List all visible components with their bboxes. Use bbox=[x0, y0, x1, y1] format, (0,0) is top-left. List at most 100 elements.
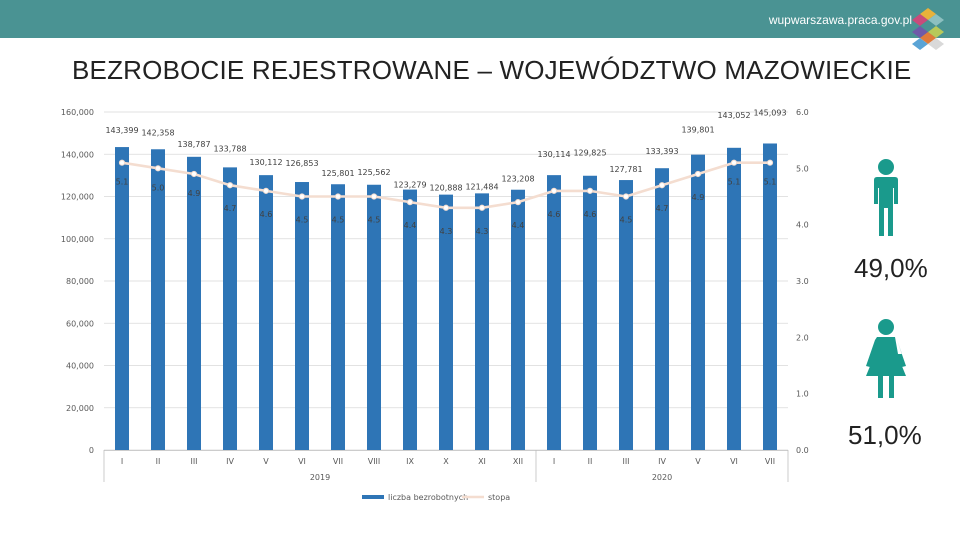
y-left-tick-label: 60,000 bbox=[66, 319, 94, 328]
rate-value-label: 4.5 bbox=[296, 216, 309, 225]
rate-point bbox=[658, 182, 666, 189]
bar-value-label: 133,788 bbox=[213, 144, 246, 153]
bar bbox=[115, 147, 129, 450]
bar-value-label: 121,484 bbox=[465, 182, 498, 191]
rate-value-label: 4.5 bbox=[620, 216, 633, 225]
rate-value-label: 4.4 bbox=[404, 221, 417, 230]
bar bbox=[619, 180, 633, 451]
bar-value-label: 125,801 bbox=[321, 169, 354, 178]
rate-point bbox=[406, 199, 414, 206]
bar-value-label: 126,853 bbox=[285, 159, 318, 168]
rate-point bbox=[586, 187, 594, 194]
y-right-tick-label: 4.0 bbox=[796, 221, 809, 230]
y-left-tick-label: 80,000 bbox=[66, 277, 94, 286]
bar-value-label: 130,114 bbox=[537, 150, 570, 159]
rate-value-label: 4.7 bbox=[656, 204, 669, 213]
y-left-tick-label: 40,000 bbox=[66, 362, 94, 371]
bar bbox=[511, 189, 525, 451]
x-tick-label: X bbox=[443, 457, 449, 466]
bar-value-label: 145,093 bbox=[753, 108, 786, 117]
rate-point bbox=[226, 182, 234, 189]
rate-point bbox=[694, 170, 702, 178]
legend-swatch-bars bbox=[362, 495, 384, 499]
x-tick-label: II bbox=[156, 457, 161, 466]
rate-value-label: 4.5 bbox=[368, 216, 381, 225]
bar bbox=[151, 149, 165, 450]
bar-value-label: 129,825 bbox=[573, 149, 606, 158]
bar-value-label: 143,399 bbox=[105, 126, 138, 135]
site-url[interactable]: wupwarszawa.praca.gov.pl bbox=[768, 13, 912, 27]
x-tick-label: IX bbox=[406, 457, 414, 466]
rate-point bbox=[766, 159, 774, 166]
rate-value-label: 4.6 bbox=[260, 210, 273, 219]
y-left-tick-label: 0 bbox=[89, 446, 94, 455]
bar bbox=[403, 189, 417, 450]
x-tick-label: III bbox=[190, 457, 197, 466]
bar bbox=[475, 193, 489, 450]
rate-value-label: 4.6 bbox=[584, 210, 597, 219]
x-group-label: 2019 bbox=[310, 473, 330, 482]
rate-value-label: 4.6 bbox=[548, 210, 561, 219]
x-tick-label: VII bbox=[333, 457, 343, 466]
bar-value-label: 142,358 bbox=[141, 128, 174, 137]
rate-point bbox=[118, 159, 126, 166]
rate-value-label: 5.1 bbox=[764, 178, 777, 187]
page-title: BEZROBOCIE REJESTROWANE – WOJEWÓDZTWO MA… bbox=[72, 55, 912, 85]
x-tick-label: XII bbox=[513, 457, 523, 466]
logo-icon bbox=[912, 8, 944, 50]
y-left-tick-label: 100,000 bbox=[61, 235, 94, 244]
bar-value-label: 133,393 bbox=[645, 147, 678, 156]
male-share: 49,0% bbox=[854, 253, 928, 283]
bar-value-label: 123,279 bbox=[393, 181, 426, 190]
x-tick-label: IV bbox=[658, 457, 666, 466]
rate-point bbox=[334, 193, 342, 200]
y-right-tick-label: 5.0 bbox=[796, 164, 809, 173]
rate-point bbox=[622, 193, 630, 200]
rate-point bbox=[514, 199, 522, 206]
female-person-icon bbox=[866, 319, 906, 398]
bar bbox=[439, 194, 453, 450]
y-right-tick-label: 3.0 bbox=[796, 277, 809, 286]
bar bbox=[727, 147, 741, 450]
rate-point bbox=[154, 165, 162, 172]
bar-value-label: 120,888 bbox=[429, 184, 462, 193]
male-person-icon bbox=[874, 159, 898, 236]
bar-value-label: 139,801 bbox=[681, 126, 714, 135]
rate-value-label: 4.3 bbox=[440, 227, 453, 236]
top-bar bbox=[0, 0, 960, 38]
legend-label-line: stopa bbox=[488, 493, 510, 502]
bar-value-label: 125,562 bbox=[357, 168, 390, 177]
bar bbox=[367, 184, 381, 450]
x-tick-label: VIII bbox=[368, 457, 381, 466]
y-left-tick-label: 20,000 bbox=[66, 404, 94, 413]
x-tick-label: I bbox=[121, 457, 123, 466]
female-share: 51,0% bbox=[848, 420, 922, 450]
bar-value-label: 130,112 bbox=[249, 158, 282, 167]
rate-value-label: 5.1 bbox=[728, 178, 741, 187]
rate-point bbox=[730, 159, 738, 166]
bar bbox=[331, 184, 345, 450]
bar bbox=[223, 167, 237, 450]
y-right-tick-label: 2.0 bbox=[796, 333, 809, 342]
bar bbox=[295, 182, 309, 450]
y-left-tick-label: 160,000 bbox=[61, 108, 94, 117]
x-tick-label: VI bbox=[298, 457, 306, 466]
bar bbox=[259, 175, 273, 450]
bar bbox=[691, 154, 705, 450]
x-tick-label: V bbox=[263, 457, 269, 466]
y-right-tick-label: 6.0 bbox=[796, 108, 809, 117]
x-tick-label: I bbox=[553, 457, 555, 466]
x-tick-label: VI bbox=[730, 457, 738, 466]
rate-point bbox=[442, 204, 450, 211]
bar bbox=[583, 175, 597, 450]
legend-label-bars: liczba bezrobotnych bbox=[388, 493, 468, 502]
rate-point bbox=[478, 204, 486, 211]
bar-value-label: 123,208 bbox=[501, 175, 534, 184]
bar bbox=[187, 156, 201, 450]
x-group-label: 2020 bbox=[652, 473, 672, 482]
bar-value-label: 138,787 bbox=[177, 140, 210, 149]
rate-point bbox=[370, 193, 378, 200]
rate-value-label: 4.9 bbox=[692, 193, 705, 202]
rate-point bbox=[262, 187, 270, 194]
